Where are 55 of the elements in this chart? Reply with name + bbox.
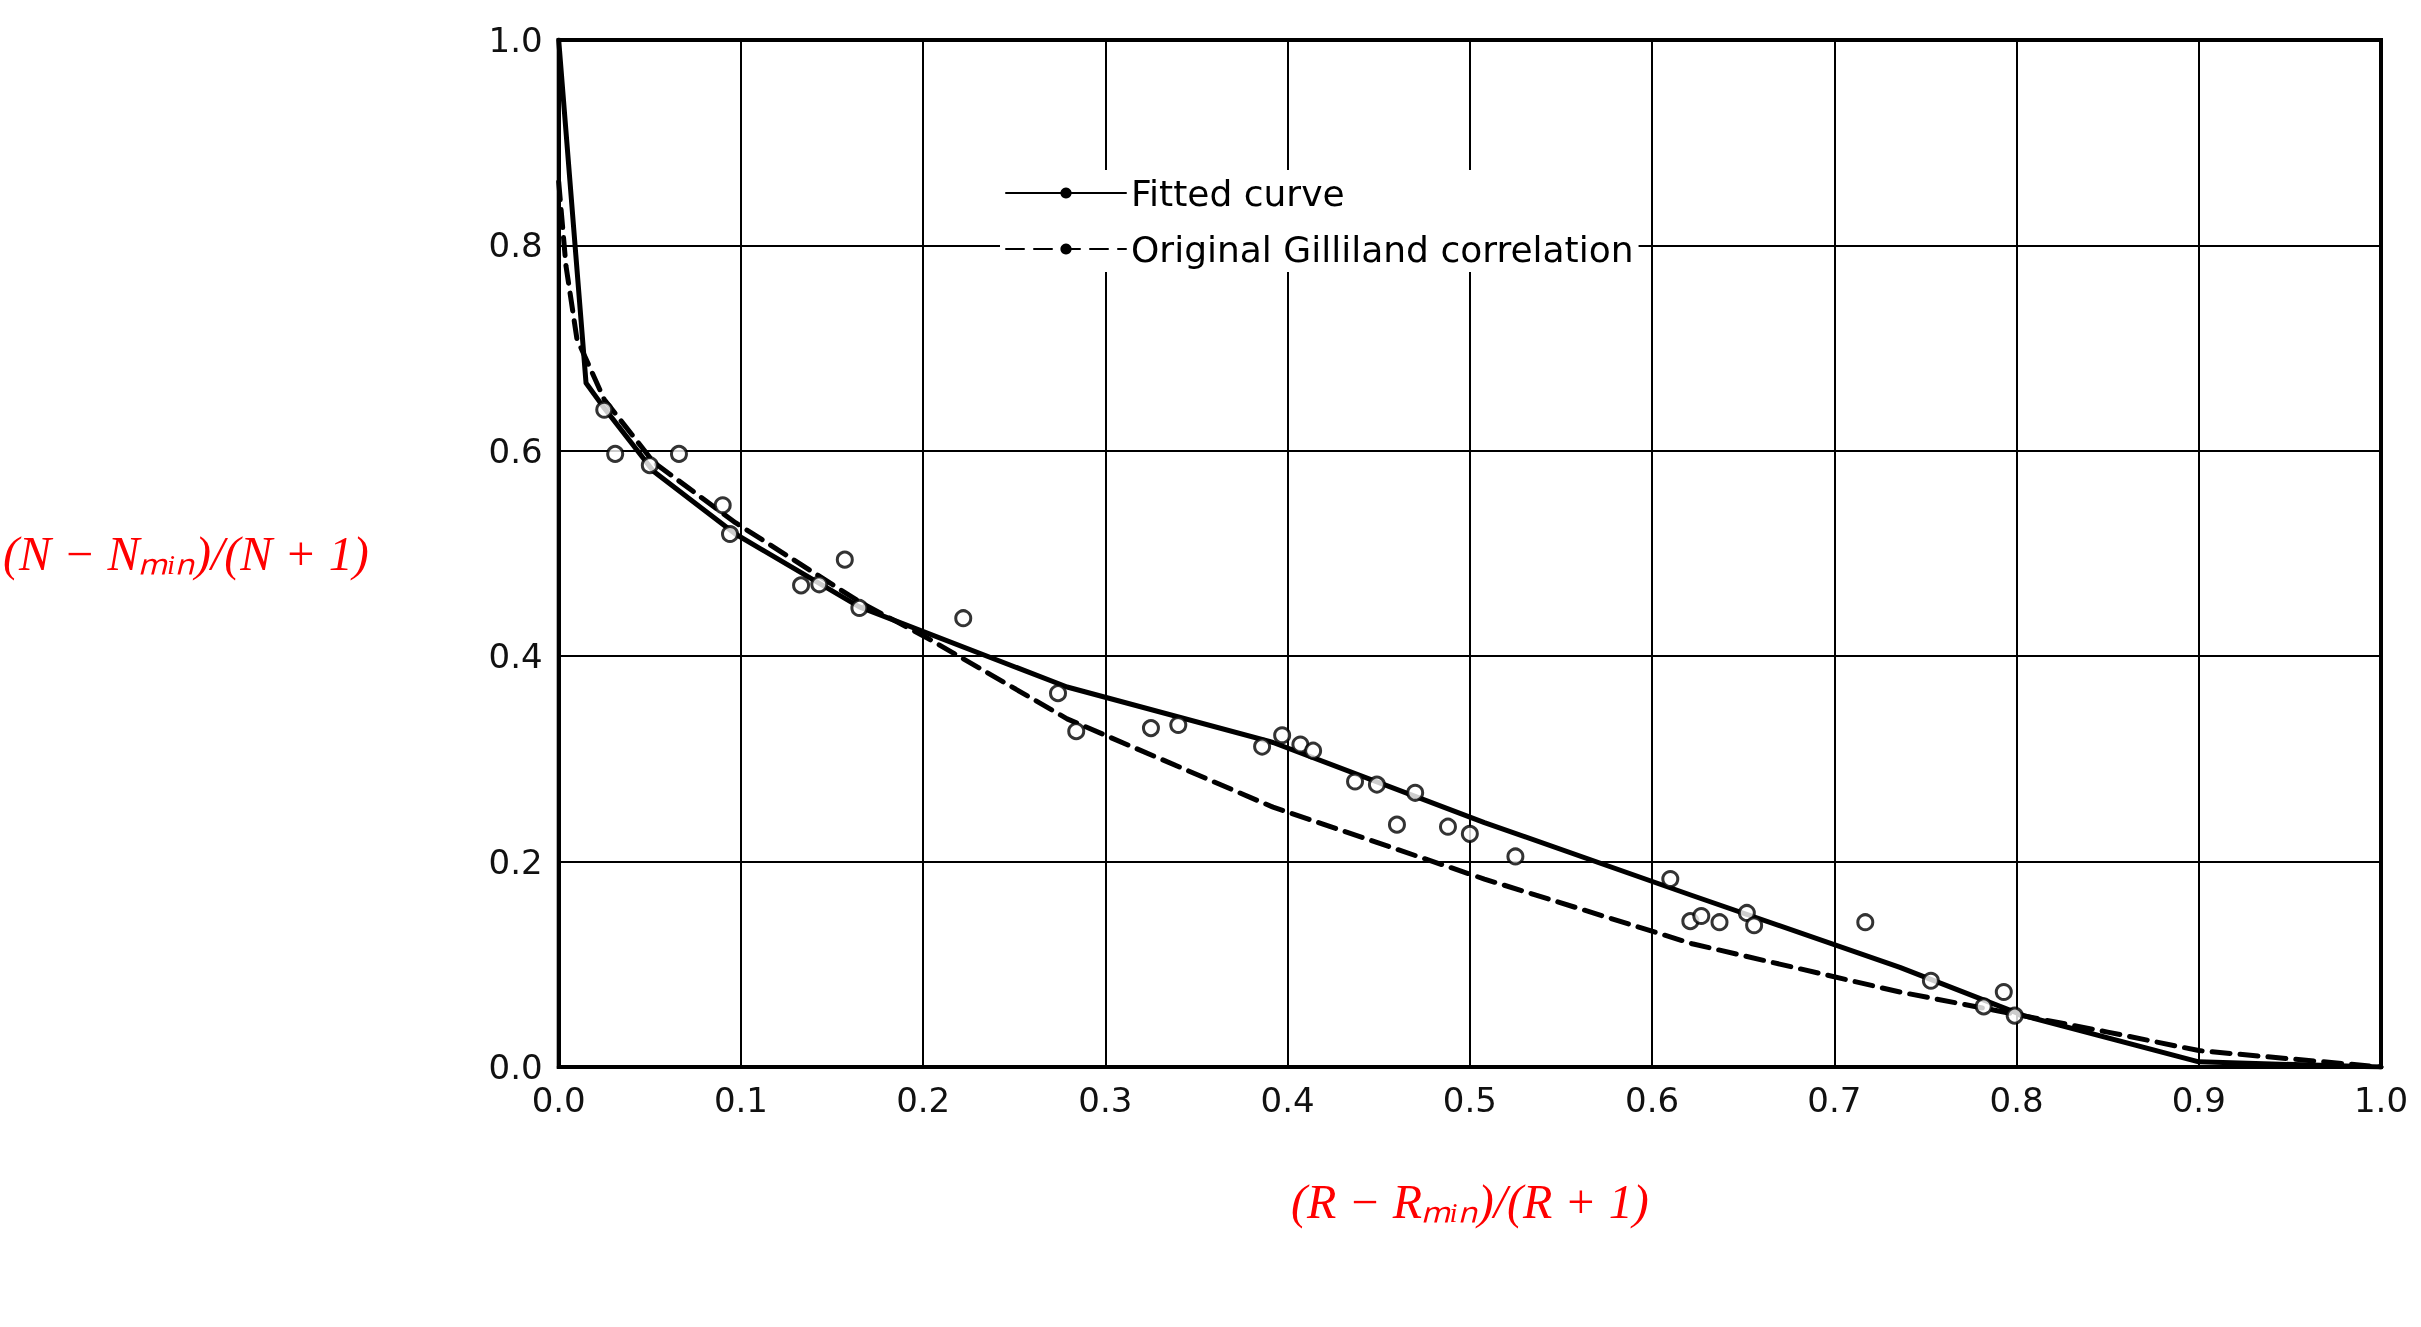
point: [2005, 1006, 2024, 1025]
point: [1067, 722, 1086, 741]
point: [640, 456, 659, 475]
point: [713, 496, 732, 515]
x-tick-label: 0.2: [896, 1080, 951, 1120]
point: [1745, 916, 1764, 935]
point: [1921, 971, 1940, 990]
point: [721, 524, 739, 543]
x-tick-label: 1.0: [2353, 1080, 2409, 1120]
point: [1856, 913, 1875, 932]
y-tick-label: 0.4: [488, 636, 543, 677]
point: [810, 575, 829, 594]
point: [1994, 983, 2013, 1002]
point: [954, 609, 973, 628]
point: [1406, 783, 1425, 802]
point: [1367, 775, 1386, 794]
y-tick-label: 1.0: [488, 20, 543, 60]
x-tick-label: 0.8: [1989, 1080, 2044, 1120]
point: [850, 598, 869, 617]
point: [606, 444, 625, 463]
point: [835, 550, 854, 569]
point: [1049, 684, 1068, 703]
point: [1692, 907, 1711, 926]
point: [1253, 737, 1272, 756]
x-tick-label: 0.4: [1260, 1080, 1315, 1120]
x-tick-label: 0.3: [1078, 1080, 1133, 1120]
x-tick-label: 0.7: [1807, 1080, 1862, 1120]
x-tick-label: 0.9: [2171, 1080, 2226, 1120]
x-tick-label: 0.6: [1625, 1080, 1680, 1120]
point: [1506, 847, 1525, 866]
point: [1387, 815, 1406, 834]
point: [669, 444, 688, 463]
legend-label: Original Gilliland correlation: [1131, 228, 1634, 270]
x-axis-title: (R − Rₘᵢₙ)/(R + 1): [1291, 1174, 1649, 1229]
point: [595, 400, 614, 419]
x-tick-label: 0.1: [713, 1080, 768, 1120]
y-tick-label: 0.6: [488, 430, 543, 471]
point: [1346, 772, 1365, 791]
legend-label: Fitted curve: [1131, 172, 1345, 214]
point: [1661, 870, 1680, 889]
point: [1974, 997, 1993, 1016]
point: [1304, 741, 1323, 760]
y-tick-label: 0.8: [488, 225, 543, 266]
point: [1439, 817, 1457, 836]
point: [1737, 903, 1756, 922]
point: [1273, 726, 1292, 745]
point: [1460, 824, 1479, 843]
point: [1169, 716, 1188, 734]
point: [1141, 719, 1160, 738]
y-axis-title: (N − Nₘᵢₙ)/(N + 1): [2, 527, 369, 581]
y-tick-label: 0.2: [488, 841, 543, 882]
point: [1291, 735, 1310, 754]
point: [1710, 913, 1729, 932]
point: [792, 576, 811, 595]
x-tick-label: 0.5: [1442, 1080, 1497, 1120]
